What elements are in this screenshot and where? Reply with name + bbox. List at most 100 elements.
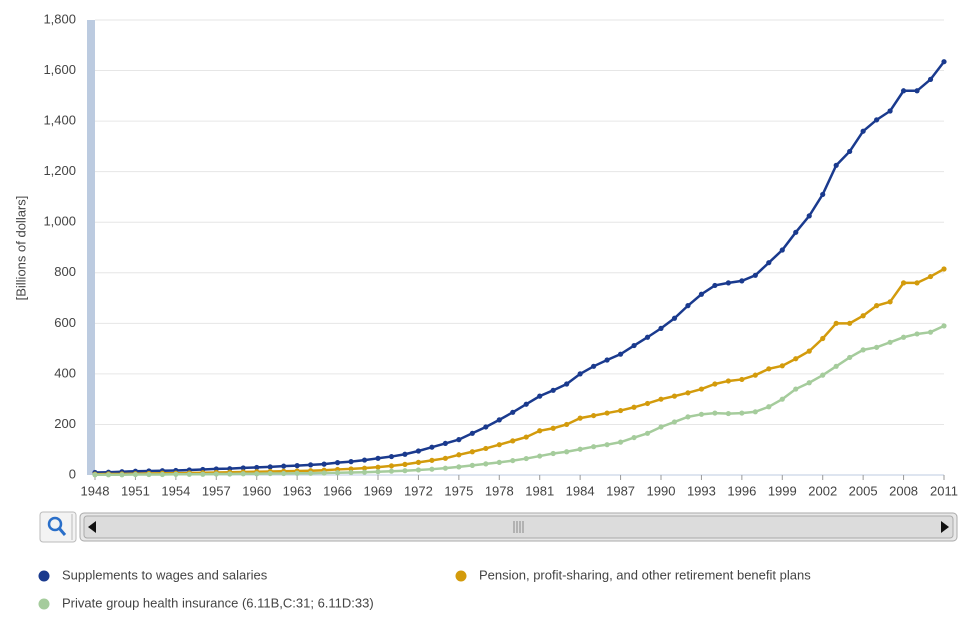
x-tick-label: 1978 [485,483,514,498]
zoom-button[interactable] [39,511,77,543]
data-point [941,59,947,65]
data-point [712,410,718,416]
data-point [388,468,395,474]
x-tick-label: 1975 [444,483,473,498]
data-point [496,442,502,448]
data-point [132,471,139,478]
data-point [415,459,422,465]
data-point [591,412,597,419]
data-point [927,329,934,335]
data-point [281,463,287,469]
zoom-icon-handle [57,527,67,536]
legend-label[interactable]: Pension, profit-sharing, and other retir… [479,567,811,582]
data-point [779,363,785,369]
data-point [510,409,516,415]
data-point [712,282,718,289]
data-point [927,273,934,280]
data-point [617,439,624,445]
data-point [833,162,839,168]
data-point [874,344,880,350]
data-point [375,455,381,461]
x-tick-label: 1963 [283,483,312,498]
data-point [820,335,826,342]
data-point [227,471,233,477]
data-point [348,469,354,476]
data-point [308,462,314,468]
legend-marker [455,570,467,582]
y-tick-label: 1,000 [43,214,76,229]
data-point [604,442,610,448]
data-point [644,400,651,407]
x-tick-label: 2005 [849,483,878,498]
data-point [887,299,893,305]
data-point [860,347,866,353]
data-point [523,434,529,440]
data-point [469,462,475,468]
data-point [483,424,489,430]
data-point [739,376,745,383]
data-point [321,461,327,467]
data-point [833,363,839,369]
y-axis-bar [87,20,95,475]
data-point [429,466,435,472]
data-point [469,430,475,436]
data-point [537,428,543,434]
x-tick-label: 1948 [81,483,110,498]
x-tick-label: 1999 [768,483,797,498]
data-point [847,320,853,326]
data-point [752,372,758,378]
series-line [95,324,945,476]
data-point [739,278,745,284]
data-point [456,464,462,470]
scroll-grip [513,521,524,533]
scroll-thumb[interactable] [83,515,954,539]
x-tick-label: 1972 [404,483,433,498]
data-point [658,396,664,402]
scrollbar[interactable] [39,511,958,543]
data-point [254,471,260,477]
data-point [267,470,273,477]
data-point [523,455,529,462]
x-tick-label: 1966 [323,483,352,498]
x-tick-label: 1954 [161,483,190,498]
data-point [698,386,705,392]
data-point [334,470,341,476]
data-point [631,404,637,410]
data-point [537,393,543,399]
legend-label[interactable]: Supplements to wages and salaries [62,567,268,582]
scroll-left[interactable] [88,521,96,533]
data-point [941,266,947,272]
data-point [591,444,597,450]
data-point [820,191,826,198]
scroll-right[interactable] [941,521,949,533]
x-tick-label: 2002 [808,483,837,498]
data-point [267,464,273,470]
data-point [550,450,556,457]
legend-label[interactable]: Private group health insurance (6.11B,C:… [62,595,374,610]
data-point [833,320,839,326]
data-point [577,415,583,421]
x-tick-label: 1996 [727,483,756,498]
data-point [429,457,435,463]
data-point [874,303,880,309]
data-point [685,414,691,420]
x-tick-label: 1969 [364,483,393,498]
x-tick-label: 1960 [242,483,271,498]
data-point [847,148,853,155]
data-point [752,409,758,415]
data-point [483,445,489,452]
y-axis-label: [Billions of dollars] [13,196,28,301]
data-point [402,468,408,474]
data-point [294,470,300,476]
data-point [658,325,664,331]
data-point [617,351,624,357]
data-point [429,444,435,450]
data-point [456,452,462,458]
data-point [887,108,893,114]
y-tick-label: 800 [54,264,76,279]
x-tick-label: 2008 [889,483,918,498]
data-point [752,272,758,278]
data-point [321,470,327,476]
data-point [550,425,556,431]
legend-marker [38,570,50,582]
